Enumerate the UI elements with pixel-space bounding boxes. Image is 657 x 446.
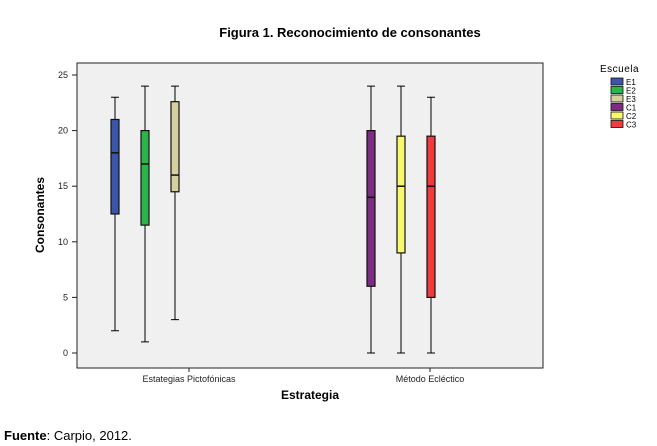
legend-swatch-e3 (610, 94, 624, 103)
legend-label-c2: C2 (626, 112, 637, 121)
legend-swatch-e1 (610, 77, 624, 86)
box-c1 (366, 85, 376, 354)
y-tick-label: 25 (58, 70, 68, 80)
legend-title: Escuela (600, 64, 639, 75)
box-iqr (140, 130, 150, 226)
box-iqr (110, 118, 120, 215)
legend-label-c3: C3 (626, 121, 637, 130)
plot-area (76, 62, 544, 369)
legend-swatch-c1 (610, 103, 624, 111)
box-iqr (396, 135, 406, 254)
box-e1 (110, 96, 120, 332)
legend-label-e2: E2 (626, 87, 636, 96)
y-axis: 0 5 10 15 20 25 (58, 70, 77, 358)
x-tick-label: Método Ecléctico (396, 374, 465, 384)
y-axis-label: Consonantes (33, 177, 47, 253)
box-e2 (140, 85, 150, 343)
legend-swatch-e2 (610, 86, 624, 94)
box-iqr (366, 130, 376, 287)
box-c2 (396, 85, 406, 354)
y-tick-label: 5 (63, 292, 68, 302)
box-e3 (170, 85, 180, 321)
legend-label-e1: E1 (626, 78, 636, 87)
x-axis-label: Estrategia (281, 388, 339, 402)
legend-label-e3: E3 (626, 95, 636, 104)
y-tick-label: 20 (58, 126, 68, 136)
y-tick-label: 15 (58, 181, 68, 191)
x-tick-label: Estategias Pictofónicas (142, 374, 236, 384)
legend-label-c1: C1 (626, 104, 637, 113)
source-note: Fuente: Carpio, 2012. (4, 428, 132, 443)
y-tick-label: 10 (58, 237, 68, 247)
x-axis: Estategias Pictofónicas Método Ecléctico (142, 368, 464, 384)
source-label: Fuente (4, 428, 47, 443)
legend-swatch-c2 (610, 111, 624, 120)
chart-title: Figura 1. Reconocimiento de consonantes (219, 25, 481, 40)
legend-swatch-c3 (610, 120, 624, 128)
y-tick-label: 0 (63, 348, 68, 358)
box-c3 (426, 96, 436, 354)
box-iqr (426, 135, 436, 299)
boxes (110, 85, 436, 354)
source-text: : Carpio, 2012. (47, 428, 132, 443)
box-iqr (170, 101, 180, 193)
